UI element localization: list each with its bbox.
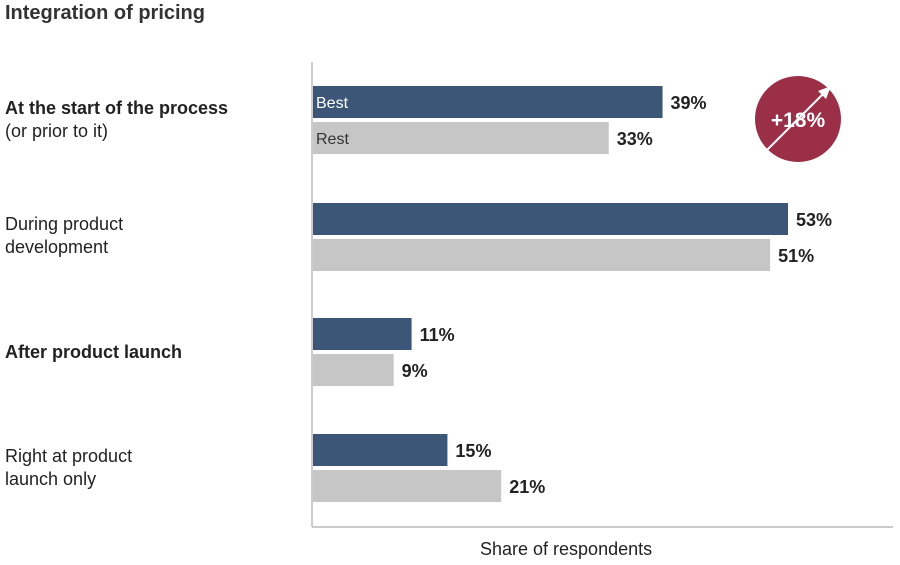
category-label-line1: During product xyxy=(5,214,124,234)
series-label-best: Best xyxy=(316,95,349,112)
category-label-after: After product launch xyxy=(5,341,182,364)
category-label-line2: (or prior to it) xyxy=(5,121,109,141)
bar-rest xyxy=(313,122,609,154)
category-label-line1: Right at product xyxy=(5,446,133,466)
bar-best xyxy=(313,434,448,466)
bar-value-label: 51% xyxy=(778,246,814,266)
category-label-during: During product development xyxy=(5,213,123,259)
annotation-text: +18% xyxy=(771,109,826,132)
category-label-line1: At the start of the process xyxy=(5,98,229,118)
bar-value-label: 15% xyxy=(455,441,491,461)
bar-value-label: 11% xyxy=(420,325,455,345)
trend-arrowhead-icon xyxy=(818,86,831,99)
bar-value-label: 39% xyxy=(671,93,707,113)
bar-best xyxy=(313,203,788,235)
chart-title: Integration of pricing xyxy=(5,2,205,24)
bar-best xyxy=(313,86,663,118)
series-label-rest: Rest xyxy=(316,131,349,148)
category-label-right-at: Right at product launch only xyxy=(5,445,132,491)
bar-best xyxy=(313,318,412,350)
bar-rest xyxy=(313,239,771,271)
bar-value-label: 21% xyxy=(509,477,545,497)
x-axis-label: Share of respondents xyxy=(480,539,653,559)
bar-value-label: 53% xyxy=(796,210,832,230)
bar-value-label: 33% xyxy=(617,129,653,149)
bar-rest xyxy=(313,470,502,502)
bar-value-label: 9% xyxy=(402,361,428,381)
category-label-line2: development xyxy=(5,237,109,257)
trend-arrow-icon xyxy=(764,91,826,153)
category-label-line1: After product launch xyxy=(5,342,183,362)
category-label-start: At the start of the process (or prior to… xyxy=(5,97,228,143)
bar-rest xyxy=(313,354,394,386)
category-label-line2: launch only xyxy=(5,469,97,489)
